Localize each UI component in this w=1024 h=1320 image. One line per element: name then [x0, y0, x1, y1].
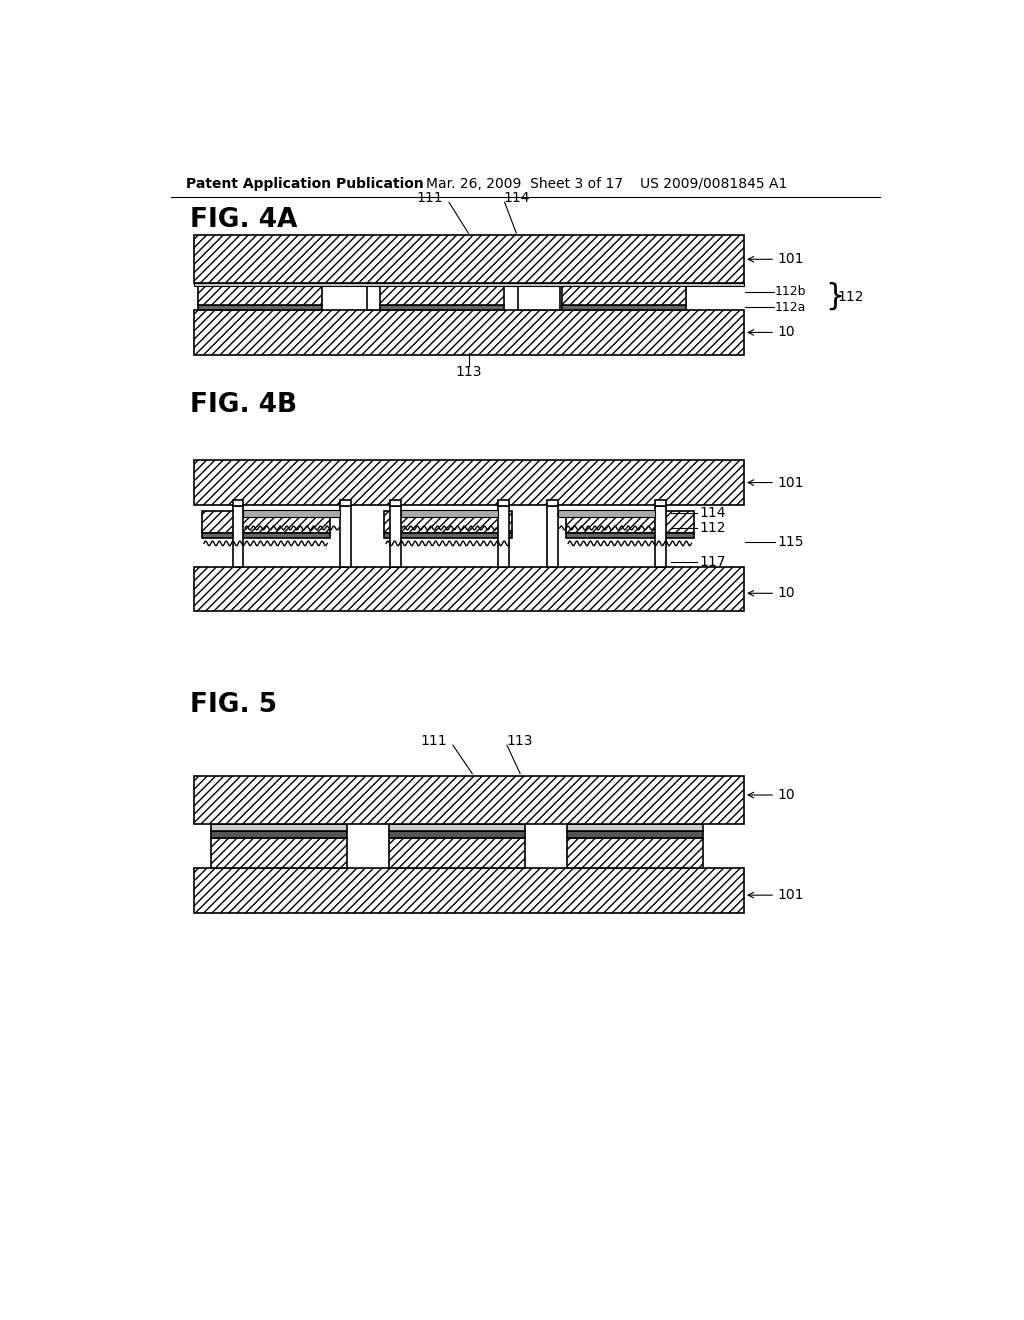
- Text: 112: 112: [699, 521, 726, 535]
- Bar: [198, 305, 322, 310]
- Bar: [567, 832, 703, 838]
- Text: 101: 101: [777, 252, 804, 267]
- Bar: [547, 507, 558, 566]
- Text: US 2009/0081845 A1: US 2009/0081845 A1: [640, 177, 786, 191]
- Bar: [562, 284, 686, 305]
- Bar: [655, 507, 666, 566]
- Bar: [567, 824, 703, 832]
- Bar: [194, 310, 744, 355]
- Bar: [194, 235, 744, 284]
- Text: FIG. 4A: FIG. 4A: [190, 207, 297, 234]
- Text: 111: 111: [417, 191, 443, 206]
- Bar: [390, 507, 400, 566]
- Text: FIG. 4B: FIG. 4B: [190, 392, 297, 418]
- Bar: [558, 510, 655, 517]
- Text: 10: 10: [777, 586, 795, 601]
- Bar: [384, 511, 512, 533]
- Bar: [194, 461, 744, 506]
- Bar: [655, 500, 666, 507]
- Bar: [566, 511, 693, 533]
- Bar: [380, 305, 504, 310]
- Text: Patent Application Publication: Patent Application Publication: [186, 177, 424, 191]
- Bar: [380, 284, 504, 305]
- Text: 113: 113: [456, 364, 482, 379]
- Bar: [340, 500, 351, 507]
- Bar: [367, 281, 410, 310]
- Text: 112a: 112a: [775, 301, 807, 314]
- Bar: [211, 838, 346, 869]
- Bar: [389, 838, 524, 869]
- Bar: [389, 832, 524, 838]
- Text: 114: 114: [503, 191, 529, 206]
- Text: }: }: [825, 282, 845, 312]
- Bar: [566, 532, 693, 539]
- Text: 113: 113: [507, 734, 534, 748]
- Text: 112: 112: [838, 289, 863, 304]
- Bar: [244, 510, 340, 517]
- Text: 101: 101: [777, 475, 804, 490]
- Bar: [194, 776, 744, 824]
- Bar: [202, 532, 330, 539]
- Text: 10: 10: [777, 788, 795, 803]
- Bar: [340, 507, 351, 566]
- Bar: [518, 281, 560, 310]
- Text: Mar. 26, 2009  Sheet 3 of 17: Mar. 26, 2009 Sheet 3 of 17: [426, 177, 624, 191]
- Bar: [232, 507, 244, 566]
- Bar: [211, 832, 346, 838]
- Bar: [211, 824, 346, 832]
- Bar: [498, 500, 509, 507]
- Bar: [547, 500, 558, 507]
- Bar: [498, 507, 509, 566]
- Bar: [562, 305, 686, 310]
- Text: 112b: 112b: [775, 285, 807, 298]
- Bar: [194, 869, 744, 913]
- Text: 101: 101: [777, 888, 804, 902]
- Bar: [198, 284, 322, 305]
- Bar: [389, 824, 524, 832]
- Bar: [384, 532, 512, 539]
- Text: FIG. 5: FIG. 5: [190, 692, 278, 718]
- Text: 111: 111: [420, 734, 446, 748]
- Bar: [216, 281, 258, 310]
- Bar: [194, 284, 744, 286]
- Bar: [232, 500, 244, 507]
- Text: 114: 114: [699, 507, 726, 520]
- Text: 10: 10: [777, 326, 795, 339]
- Bar: [202, 511, 330, 533]
- Text: 117: 117: [699, 554, 726, 569]
- Text: 115: 115: [777, 535, 804, 549]
- Bar: [194, 566, 744, 611]
- Bar: [567, 838, 703, 869]
- Bar: [390, 500, 400, 507]
- Bar: [400, 510, 498, 517]
